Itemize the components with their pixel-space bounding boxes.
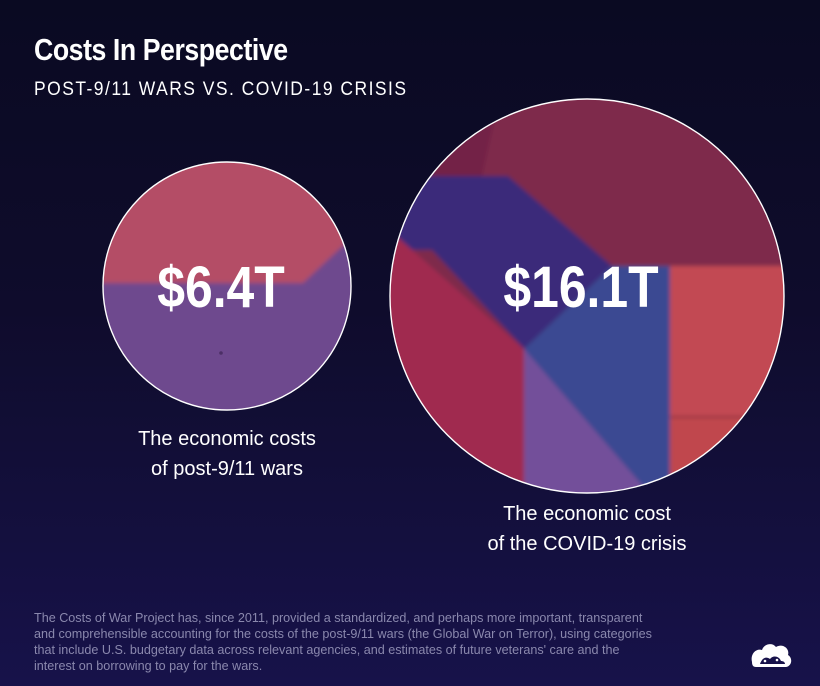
visual-capitalist-logo-icon [751,644,792,667]
caption-covid-19-crisis: The economic cost of the COVID-19 crisis [457,499,717,559]
bubble-post-911-wars [103,162,351,410]
value-label-covid-19-crisis: $16.1T [503,256,658,320]
bubble-outline-small [102,161,352,411]
caption-line: The economic costs [138,428,316,450]
bubble-segment-violet [524,349,655,493]
bubble-dot [219,351,223,355]
source-footnote: The Costs of War Project has, since 2011… [34,610,734,674]
value-label-post-911-wars: $6.4T [157,256,285,320]
footnote-line: that include U.S. budgetary data across … [34,643,620,657]
caption-line: of the COVID-19 crisis [487,533,687,555]
bubble-outline-large [389,98,785,494]
bubble-covid-19-crisis [390,99,784,493]
chart-title: Costs In Perspective [34,32,288,67]
chart-subtitle: POST-9/11 WARS VS. COVID-19 CRISIS [34,79,408,100]
footnote-line: The Costs of War Project has, since 2011… [34,611,643,625]
footnote-line: interest on borrowing to pay for the war… [34,659,263,673]
bubble-segment-indigo [390,176,612,349]
bubble-segment-top-left [390,99,500,176]
bubble-segment-coral [670,266,784,416]
caption-post-911-wars: The economic costs of post-9/11 wars [117,424,337,484]
bubble-segment-upper [103,162,351,283]
caption-line: of post-9/11 wars [151,458,303,480]
caption-line: The economic cost [503,503,671,525]
footnote-line: and comprehensible accounting for the co… [34,627,652,641]
bubble-segment-coral-lower [670,418,784,493]
